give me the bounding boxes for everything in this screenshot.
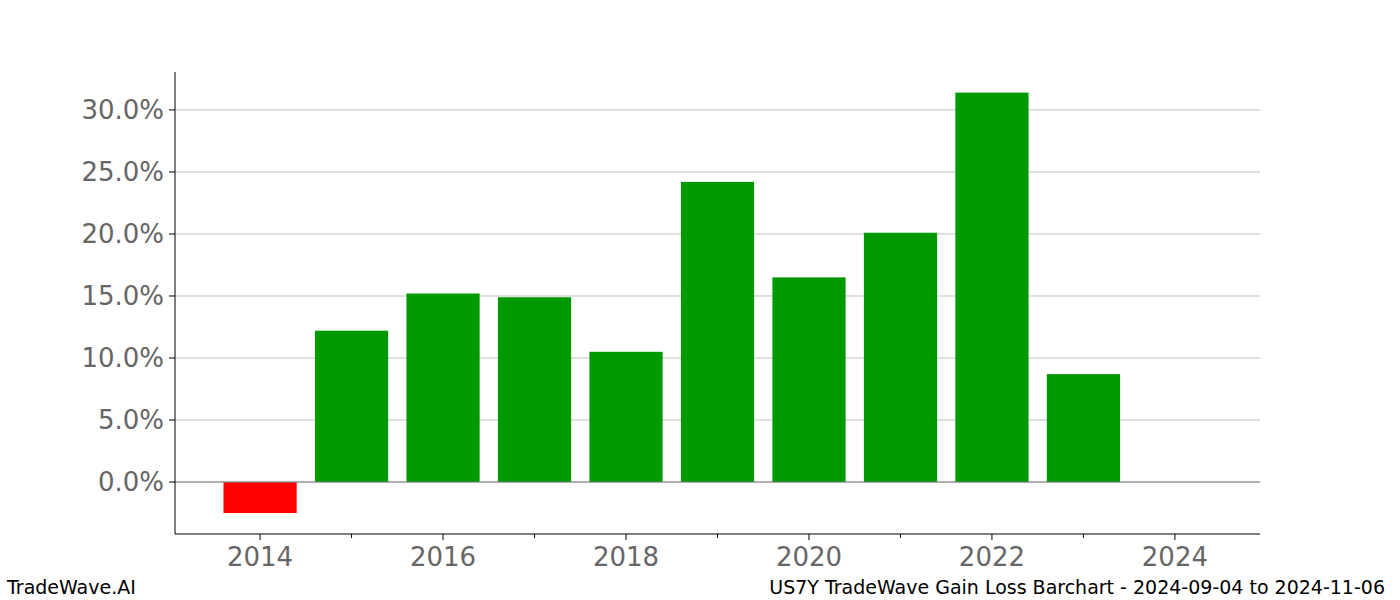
y-tick: [169, 420, 175, 421]
bar: [223, 482, 296, 513]
y-tick-label: 30.0%: [81, 95, 164, 125]
bar: [589, 352, 662, 482]
y-tick-label: 0.0%: [98, 467, 164, 497]
grid-line: [175, 482, 1260, 483]
chart: 0.0% 5.0% 10.0% 15.0% 20.0% 25.0% 30.0% 2014 201…: [0, 0, 1400, 600]
x-axis: [175, 534, 1260, 535]
zero-line: [175, 482, 1260, 483]
title: US7Y TradeWave Gain Loss Barchart - 2024…: [769, 576, 1385, 598]
x-tick: [443, 534, 444, 540]
y-tick-label: 25.0%: [81, 157, 164, 187]
y-tick-label: 10.0%: [81, 343, 164, 373]
y-axis: [175, 72, 176, 534]
bar: [498, 297, 571, 482]
x-tick-label: 2020: [776, 542, 842, 572]
bar: [681, 182, 754, 482]
x-tick-label: 2014: [227, 542, 293, 572]
y-tick: [169, 109, 175, 110]
bar: [955, 93, 1028, 482]
y-tick: [169, 233, 175, 234]
y-tick-label: 15.0%: [81, 281, 164, 311]
x-tick: [991, 534, 992, 540]
x-minor-tick: [900, 534, 901, 538]
grid-line: [175, 171, 1260, 172]
bar: [1047, 374, 1120, 482]
x-tick-label: 2018: [593, 542, 659, 572]
x-tick: [808, 534, 809, 540]
y-tick-label: 20.0%: [81, 219, 164, 249]
bar: [864, 233, 937, 482]
x-tick-label: 2024: [1142, 542, 1208, 572]
x-minor-tick: [717, 534, 718, 538]
bar: [772, 277, 845, 482]
watermark: TradeWave.AI: [6, 576, 136, 598]
x-tick-label: 2016: [410, 542, 476, 572]
x-minor-tick: [351, 534, 352, 538]
y-tick: [169, 482, 175, 483]
x-minor-tick: [1083, 534, 1084, 538]
x-tick-label: 2022: [959, 542, 1025, 572]
grid-line: [175, 109, 1260, 110]
y-tick-label: 5.0%: [98, 405, 164, 435]
y-tick: [169, 358, 175, 359]
x-tick: [626, 534, 627, 540]
bar: [315, 331, 388, 482]
y-tick: [169, 171, 175, 172]
x-tick: [1174, 534, 1175, 540]
x-tick: [260, 534, 261, 540]
bar: [406, 294, 479, 483]
y-tick: [169, 295, 175, 296]
x-minor-tick: [534, 534, 535, 538]
